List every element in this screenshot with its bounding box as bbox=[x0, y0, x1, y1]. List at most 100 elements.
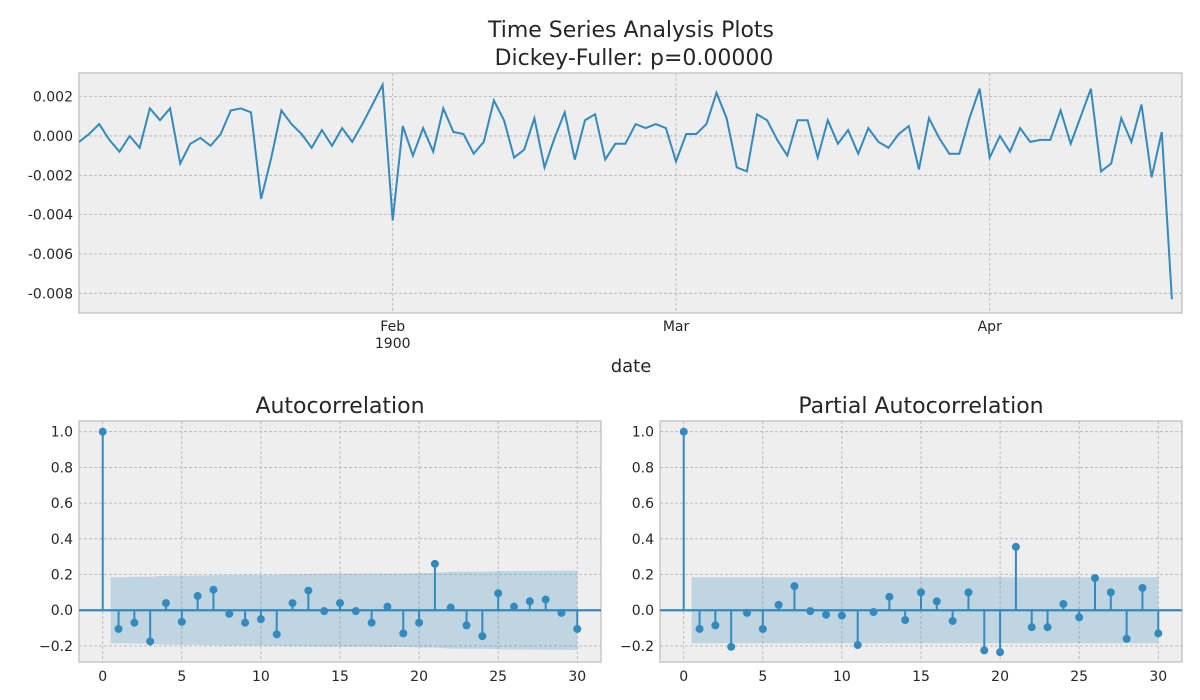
acf-marker bbox=[399, 629, 408, 638]
pacf-marker bbox=[901, 616, 910, 625]
acf-x-tick-label: 15 bbox=[331, 669, 349, 685]
acf-marker bbox=[541, 595, 550, 604]
acf-marker bbox=[98, 427, 107, 436]
acf-marker bbox=[288, 599, 297, 608]
figure-title-line2: Dickey-Fuller: p=0.00000 bbox=[495, 46, 774, 71]
acf-marker bbox=[320, 607, 329, 616]
acf-marker bbox=[130, 618, 139, 627]
acf-title: Autocorrelation bbox=[255, 394, 424, 419]
pacf-marker bbox=[727, 642, 736, 651]
pacf-x-tick-label: 0 bbox=[679, 669, 688, 685]
pacf-marker bbox=[822, 610, 831, 619]
pacf-marker bbox=[1091, 574, 1099, 583]
pacf-y-tick-label: 0.2 bbox=[632, 568, 654, 584]
acf-y-tick-label: −0.2 bbox=[39, 639, 73, 655]
pacf-marker bbox=[790, 582, 799, 591]
pacf-marker bbox=[837, 611, 846, 620]
pacf-marker bbox=[679, 427, 688, 436]
pacf-marker bbox=[996, 648, 1005, 657]
pacf-marker bbox=[1043, 623, 1052, 632]
timeseries-y-ticks: 0.002 0.000 -0.002 -0.004 -0.006 -0.008 bbox=[28, 90, 73, 303]
pacf-x-tick-label: 25 bbox=[1070, 669, 1088, 685]
acf-marker bbox=[383, 602, 392, 611]
acf-marker bbox=[351, 607, 360, 616]
acf-marker bbox=[573, 624, 582, 633]
pacf-y-tick-label: −0.2 bbox=[620, 639, 654, 655]
acf-marker bbox=[415, 618, 424, 627]
pacf-y-tick-label: 0.0 bbox=[632, 603, 654, 619]
timeseries-y-tick-label: -0.008 bbox=[28, 286, 73, 302]
timeseries-y-tick-label: -0.004 bbox=[28, 208, 73, 224]
timeseries-plot: 0.002 0.000 -0.002 -0.004 -0.006 -0.008 Feb19… bbox=[28, 72, 1183, 377]
pacf-marker bbox=[806, 607, 815, 616]
pacf-plot: Partial Autocorrelation 0 5 10 15 20 25 301.00… bbox=[620, 394, 1183, 685]
pacf-marker bbox=[711, 621, 720, 630]
timeseries-x-tick-label: Feb bbox=[380, 319, 405, 335]
timeseries-x-tick-label: Apr bbox=[978, 319, 1002, 335]
pacf-marker bbox=[980, 646, 989, 655]
pacf-x-tick-label: 15 bbox=[912, 669, 930, 685]
figure-title-line1: Time Series Analysis Plots bbox=[487, 18, 774, 43]
pacf-marker bbox=[1138, 583, 1147, 592]
pacf-marker bbox=[917, 588, 925, 597]
acf-x-tick-label: 10 bbox=[252, 669, 270, 685]
pacf-marker bbox=[774, 600, 783, 609]
pacf-marker bbox=[1122, 634, 1131, 643]
pacf-marker bbox=[932, 597, 941, 606]
timeseries-y-tick-label: -0.006 bbox=[28, 247, 73, 263]
pacf-marker bbox=[1011, 542, 1020, 551]
acf-marker bbox=[114, 624, 123, 633]
acf-marker bbox=[430, 559, 439, 568]
acf-marker bbox=[446, 603, 455, 612]
acf-marker bbox=[525, 597, 534, 606]
pacf-y-tick-label: 0.4 bbox=[632, 532, 654, 548]
acf-marker bbox=[336, 599, 344, 608]
acf-marker bbox=[510, 602, 518, 611]
pacf-marker bbox=[743, 608, 751, 617]
pacf-y-tick-label: 0.6 bbox=[632, 496, 654, 512]
acf-marker bbox=[146, 637, 155, 646]
pacf-marks: 0 5 10 15 20 25 30 1.0 0.8 0.6 0.4 0.2 0.0 −0.2 bbox=[620, 421, 1182, 685]
pacf-marker bbox=[853, 641, 862, 650]
acf-x-tick-label: 20 bbox=[410, 669, 428, 685]
acf-marker bbox=[193, 591, 202, 600]
acf-marker bbox=[478, 632, 487, 641]
pacf-marker bbox=[1075, 613, 1084, 622]
acf-plot: Autocorrelation 0 5 10 15 20 25 30 1.0 0.8 0.6 0.4… bbox=[39, 394, 602, 685]
pacf-marker bbox=[1154, 629, 1163, 638]
acf-x-tick-label: 30 bbox=[568, 669, 586, 685]
acf-marker bbox=[272, 630, 281, 639]
pacf-marker bbox=[1059, 599, 1068, 608]
acf-marks: 0 5 10 15 20 25 30 1.0 0.8 0.6 0.4 0.2 0.0 −0.2 bbox=[39, 421, 601, 685]
acf-y-tick-label: 1.0 bbox=[51, 425, 73, 441]
acf-y-tick-label: 0.8 bbox=[51, 460, 73, 476]
pacf-title: Partial Autocorrelation bbox=[798, 394, 1043, 419]
acf-y-tick-label: 0.0 bbox=[51, 603, 73, 619]
acf-marker bbox=[462, 621, 471, 630]
timeseries-x-tick-label: Mar bbox=[663, 319, 690, 335]
acf-marker bbox=[162, 599, 170, 608]
timeseries-x-axis-label: date bbox=[611, 356, 652, 377]
acf-y-tick-label: 0.4 bbox=[51, 532, 73, 548]
acf-marker bbox=[209, 585, 218, 594]
pacf-y-tick-label: 1.0 bbox=[632, 425, 654, 441]
pacf-y-tick-label: 0.8 bbox=[632, 460, 654, 476]
pacf-marker bbox=[885, 592, 894, 601]
acf-y-tick-label: 0.6 bbox=[51, 496, 73, 512]
acf-x-tick-label: 5 bbox=[177, 669, 186, 685]
pacf-marker bbox=[1106, 588, 1115, 597]
pacf-x-tick-label: 5 bbox=[758, 669, 767, 685]
acf-marker bbox=[494, 589, 503, 598]
timeseries-x-tick-sublabel: 1900 bbox=[375, 336, 411, 352]
timeseries-y-tick-label: 0.000 bbox=[33, 129, 73, 145]
pacf-x-tick-label: 30 bbox=[1149, 669, 1167, 685]
pacf-x-tick-label: 20 bbox=[991, 669, 1009, 685]
acf-marker bbox=[256, 615, 265, 624]
pacf-marker bbox=[948, 616, 957, 625]
pacf-marker bbox=[1027, 623, 1036, 632]
acf-marker bbox=[241, 618, 250, 627]
pacf-marker bbox=[758, 624, 767, 633]
acf-y-tick-label: 0.2 bbox=[51, 568, 73, 584]
acf-x-tick-label: 25 bbox=[489, 669, 507, 685]
